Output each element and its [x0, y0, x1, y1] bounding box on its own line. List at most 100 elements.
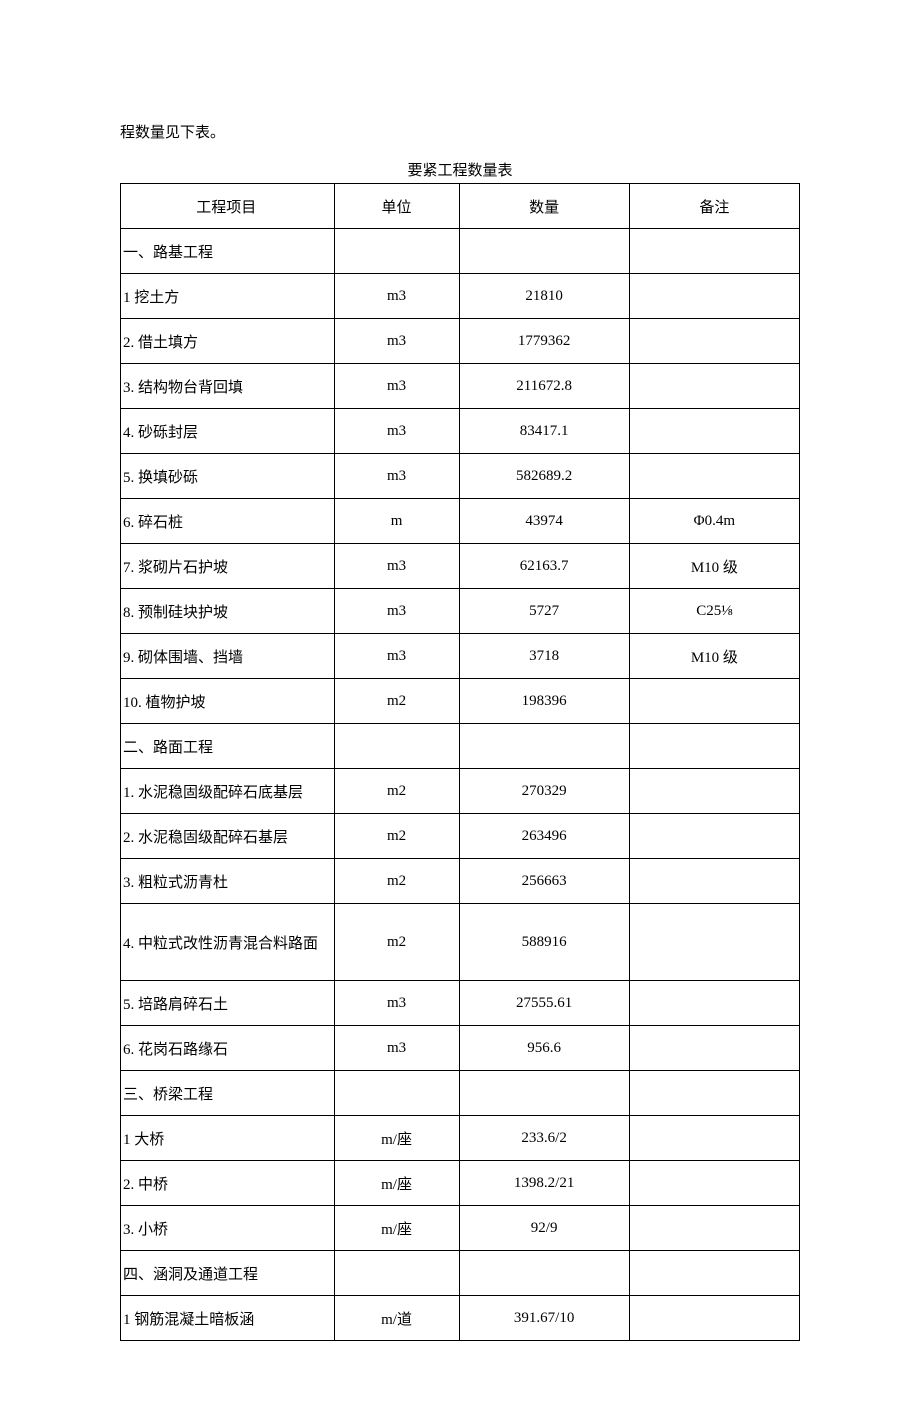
cell-qty — [459, 229, 629, 274]
cell-note — [629, 274, 799, 319]
cell-qty: 956.6 — [459, 1026, 629, 1071]
cell-qty: 270329 — [459, 769, 629, 814]
cell-note — [629, 769, 799, 814]
cell-qty: 1398.2/21 — [459, 1161, 629, 1206]
cell-unit: m3 — [334, 454, 459, 499]
table-row: 3. 粗粒式沥青杜m2256663 — [121, 859, 800, 904]
cell-item: 四、涵洞及通道工程 — [121, 1251, 335, 1296]
cell-note — [629, 364, 799, 409]
cell-item: 3. 结构物台背回填 — [121, 364, 335, 409]
cell-item: 6. 碎石桩 — [121, 499, 335, 544]
cell-unit: m2 — [334, 769, 459, 814]
cell-unit: m3 — [334, 274, 459, 319]
cell-qty: 5727 — [459, 589, 629, 634]
cell-note: M10 级 — [629, 634, 799, 679]
cell-qty: 62163.7 — [459, 544, 629, 589]
cell-unit: m/座 — [334, 1116, 459, 1161]
cell-unit: m2 — [334, 904, 459, 981]
cell-item: 2. 水泥稳固级配碎石基层 — [121, 814, 335, 859]
cell-unit — [334, 1251, 459, 1296]
cell-qty: 588916 — [459, 904, 629, 981]
cell-note — [629, 1026, 799, 1071]
cell-qty — [459, 1251, 629, 1296]
table-row: 二、路面工程 — [121, 724, 800, 769]
table-title: 要紧工程数量表 — [120, 159, 800, 183]
cell-note — [629, 454, 799, 499]
cell-note: M10 级 — [629, 544, 799, 589]
cell-unit: m3 — [334, 364, 459, 409]
cell-note — [629, 1251, 799, 1296]
cell-unit: m/座 — [334, 1161, 459, 1206]
cell-note — [629, 319, 799, 364]
cell-item: 9. 砌体围墙、挡墙 — [121, 634, 335, 679]
table-row: 5. 换填砂砾m3582689.2 — [121, 454, 800, 499]
cell-item: 4. 中粒式改性沥青混合料路面 — [121, 904, 335, 981]
cell-note — [629, 1206, 799, 1251]
cell-note — [629, 1161, 799, 1206]
table-row: 6. 碎石桩m43974Φ0.4m — [121, 499, 800, 544]
cell-note — [629, 1116, 799, 1161]
header-note: 备注 — [629, 184, 799, 229]
table-row: 四、涵洞及通道工程 — [121, 1251, 800, 1296]
table-row: 6. 花岗石路缘石m3956.6 — [121, 1026, 800, 1071]
cell-qty: 256663 — [459, 859, 629, 904]
cell-item: 三、桥梁工程 — [121, 1071, 335, 1116]
cell-qty: 83417.1 — [459, 409, 629, 454]
cell-note — [629, 981, 799, 1026]
cell-unit: m2 — [334, 859, 459, 904]
cell-unit: m/道 — [334, 1296, 459, 1341]
cell-item: 2. 借土填方 — [121, 319, 335, 364]
cell-qty: 3718 — [459, 634, 629, 679]
cell-unit — [334, 229, 459, 274]
cell-note — [629, 859, 799, 904]
cell-note — [629, 679, 799, 724]
cell-unit: m3 — [334, 409, 459, 454]
table-row: 1 挖土方m321810 — [121, 274, 800, 319]
header-item: 工程项目 — [121, 184, 335, 229]
cell-qty: 198396 — [459, 679, 629, 724]
cell-unit: m — [334, 499, 459, 544]
cell-note — [629, 904, 799, 981]
cell-item: 7. 浆砌片石护坡 — [121, 544, 335, 589]
cell-item: 8. 预制硅块护坡 — [121, 589, 335, 634]
cell-unit: m3 — [334, 981, 459, 1026]
cell-note — [629, 229, 799, 274]
table-row: 4. 中粒式改性沥青混合料路面m2588916 — [121, 904, 800, 981]
cell-qty: 211672.8 — [459, 364, 629, 409]
table-row: 2. 水泥稳固级配碎石基层m2263496 — [121, 814, 800, 859]
cell-item: 1. 水泥稳固级配碎石底基层 — [121, 769, 335, 814]
cell-note — [629, 1071, 799, 1116]
cell-qty: 391.67/10 — [459, 1296, 629, 1341]
cell-qty: 27555.61 — [459, 981, 629, 1026]
cell-item: 2. 中桥 — [121, 1161, 335, 1206]
cell-note — [629, 1296, 799, 1341]
cell-item: 二、路面工程 — [121, 724, 335, 769]
table-row: 2. 中桥m/座1398.2/21 — [121, 1161, 800, 1206]
cell-item: 4. 砂砾封层 — [121, 409, 335, 454]
cell-qty — [459, 724, 629, 769]
header-qty: 数量 — [459, 184, 629, 229]
table-row: 3. 小桥m/座92/9 — [121, 1206, 800, 1251]
cell-unit: m2 — [334, 814, 459, 859]
table-row: 三、桥梁工程 — [121, 1071, 800, 1116]
cell-unit: m/座 — [334, 1206, 459, 1251]
cell-note — [629, 409, 799, 454]
cell-qty: 21810 — [459, 274, 629, 319]
cell-note: C25⅛ — [629, 589, 799, 634]
cell-note — [629, 724, 799, 769]
cell-qty: 1779362 — [459, 319, 629, 364]
document-page: 程数量见下表。 要紧工程数量表 工程项目 单位 数量 备注 一、路基工程1 挖土… — [0, 0, 920, 1401]
table-row: 5. 培路肩碎石土m327555.61 — [121, 981, 800, 1026]
header-unit: 单位 — [334, 184, 459, 229]
cell-unit — [334, 724, 459, 769]
table-row: 10. 植物护坡m2198396 — [121, 679, 800, 724]
cell-item: 5. 换填砂砾 — [121, 454, 335, 499]
cell-item: 5. 培路肩碎石土 — [121, 981, 335, 1026]
cell-qty — [459, 1071, 629, 1116]
table-row: 9. 砌体围墙、挡墙m33718M10 级 — [121, 634, 800, 679]
cell-note: Φ0.4m — [629, 499, 799, 544]
cell-qty: 582689.2 — [459, 454, 629, 499]
cell-qty: 263496 — [459, 814, 629, 859]
table-row: 2. 借土填方m31779362 — [121, 319, 800, 364]
cell-unit: m3 — [334, 589, 459, 634]
